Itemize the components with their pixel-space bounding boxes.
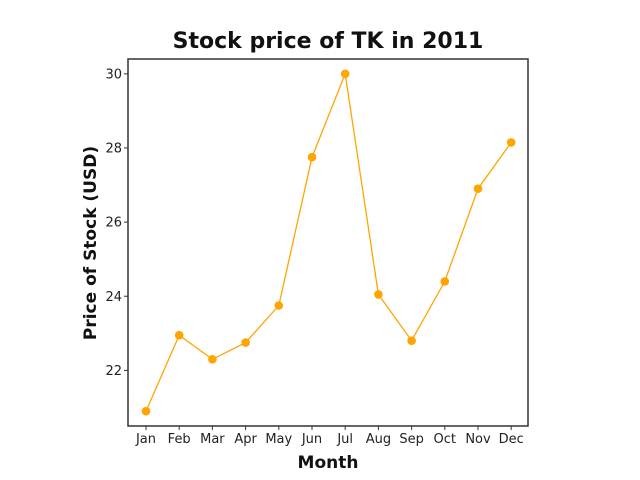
data-point-may (274, 301, 284, 310)
x-tick-label-10: Nov (465, 432, 491, 447)
x-tick-label-3: Apr (234, 432, 257, 447)
data-point-nov (473, 184, 483, 193)
x-tick-label-11: Dec (499, 432, 524, 447)
data-point-oct (440, 277, 450, 286)
x-tick-label-2: Mar (200, 432, 225, 447)
x-tick-label-4: May (265, 432, 292, 447)
data-point-jul (340, 69, 350, 79)
chart-title: Stock price of TK in 2011 (173, 29, 484, 54)
x-axis-ticks: Jan Feb Mar Apr May Jun Jul Aug Sep Oct Nov Dec (135, 426, 524, 447)
y-tick-label-2: 26 (105, 216, 122, 231)
data-point-jan (141, 406, 151, 416)
data-point-feb (174, 330, 184, 340)
x-tick-label-5: Jun (301, 432, 322, 447)
y-tick-label-0: 22 (105, 364, 122, 379)
x-tick-label-0: Jan (135, 432, 156, 447)
series-layer (141, 69, 516, 416)
x-tick-label-8: Sep (399, 432, 424, 447)
data-point-apr (241, 338, 250, 347)
series-line-0 (145, 71, 512, 412)
y-axis-label: Price of Stock (USD) (81, 146, 101, 340)
data-point-jun (307, 152, 317, 162)
data-point-sep (407, 336, 416, 346)
x-axis-label: Month (298, 453, 359, 473)
y-axis-ticks: 22 24 26 28 30 (105, 67, 128, 379)
x-tick-label-9: Oct (434, 432, 456, 447)
data-point-mar (208, 355, 217, 364)
x-tick-label-1: Feb (168, 432, 191, 447)
y-tick-label-1: 24 (105, 290, 122, 305)
data-point-aug (374, 290, 383, 299)
x-tick-label-6: Jul (336, 432, 353, 447)
x-tick-label-7: Aug (366, 432, 391, 447)
plot-area (127, 58, 529, 427)
data-point-dec (506, 138, 516, 147)
y-tick-label-3: 28 (105, 141, 122, 156)
y-tick-label-4: 30 (105, 67, 122, 82)
